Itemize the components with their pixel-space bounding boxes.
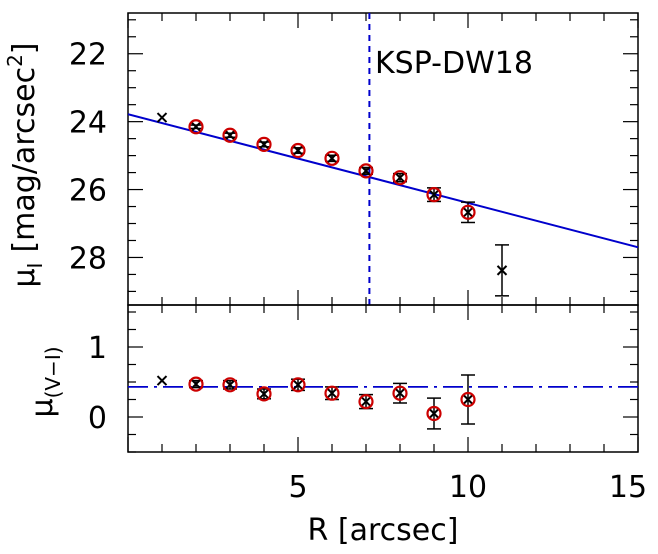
top-circle-point: [188, 119, 204, 135]
bottom-x-point: [156, 375, 168, 386]
x-axis-title: R [arcsec]: [308, 513, 459, 548]
top-x-point: [224, 130, 236, 141]
top-circle-point: [324, 150, 340, 166]
top-y-tick-label: 22: [69, 38, 107, 73]
object-name-annotation: KSP-DW18: [375, 46, 533, 81]
top-x-point: [190, 121, 202, 132]
bottom-circle-point: [324, 385, 340, 401]
bottom-x-point: [360, 396, 372, 407]
sersic-fit-line: [128, 113, 638, 249]
top-y-tick-label: 26: [69, 174, 107, 209]
bottom-x-point: [462, 394, 474, 405]
x-tick-label: 10: [449, 470, 487, 505]
bottom-x-point: [326, 387, 338, 399]
bottom-circle-point: [460, 391, 476, 408]
bottom-x-point: [292, 379, 304, 391]
bottom-circle-point: [426, 405, 442, 422]
bottom-x-point: [190, 378, 202, 390]
bottom-circle-point: [222, 377, 238, 393]
top-y-subscript: I: [23, 263, 47, 269]
top-x-point: [326, 153, 338, 164]
bottom-x-point: [394, 387, 406, 399]
bottom-x-point: [258, 388, 270, 400]
bottom-panel: 015 10 15: [88, 304, 647, 505]
bottom-x-point: [224, 379, 236, 391]
bottom-circle-point: [290, 377, 306, 393]
bottom-y-symbol: μ: [25, 398, 60, 417]
top-circle-point: [222, 127, 238, 143]
top-x-point: [496, 265, 508, 276]
bottom-y-axis-title: μ(V−I): [25, 346, 65, 417]
top-circle-point: [256, 136, 272, 152]
bottom-y-tick-label: 0: [88, 401, 107, 436]
top-x-point: [428, 189, 440, 200]
top-y-unit: [mag/arcsec: [7, 67, 42, 253]
top-x-point: [462, 207, 474, 218]
top-x-point: [258, 139, 270, 150]
top-y-axis-title: μI [mag/arcsec2]: [3, 42, 47, 287]
top-x-point: [394, 172, 406, 183]
top-circle-point: [290, 142, 306, 159]
bottom-y-tick-label: 1: [88, 331, 107, 366]
top-y-tick-label: 28: [69, 241, 107, 276]
top-panel: 22 24 26 28: [69, 12, 639, 306]
top-x-point: [156, 112, 168, 123]
top-x-point: [360, 165, 372, 177]
bottom-circle-point: [358, 394, 374, 410]
top-y-tick-label: 24: [69, 106, 107, 141]
top-y-unit-sup: 2: [3, 54, 27, 67]
top-circle-point: [460, 204, 476, 220]
top-x-point: [292, 145, 304, 156]
bottom-circle-point: [256, 386, 272, 402]
bottom-circle-point: [188, 376, 204, 392]
bottom-plot-frame: [127, 304, 639, 453]
top-y-unit-close: ]: [7, 42, 42, 54]
x-tick-label: 15: [609, 470, 647, 505]
top-circle-point: [392, 170, 408, 186]
x-tick-label: 5: [288, 470, 307, 505]
top-y-symbol: μ: [7, 268, 42, 287]
bottom-x-point: [428, 408, 440, 419]
bottom-y-subscript: (V−I): [41, 346, 65, 398]
top-circle-point: [426, 187, 442, 203]
bottom-circle-point: [392, 385, 408, 401]
top-circle-point: [358, 163, 374, 179]
